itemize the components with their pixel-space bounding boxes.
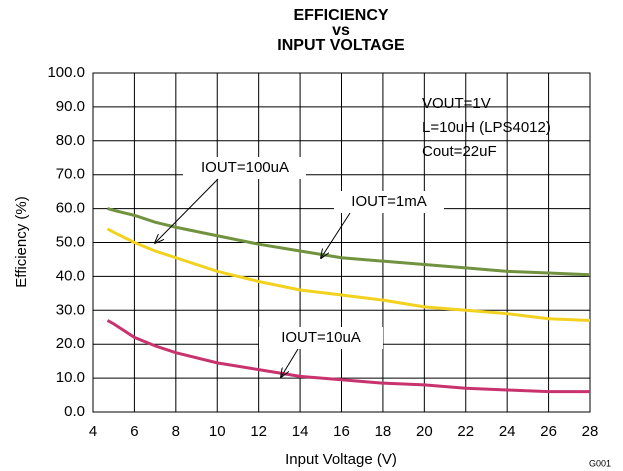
annotation-box <box>183 157 306 179</box>
chart-title: EFFICIENCY <box>293 7 388 24</box>
annotation-arrow <box>321 212 351 258</box>
chart-title: vs <box>332 22 350 39</box>
annotation: IOUT=10uA <box>281 329 361 346</box>
x-tick-label: 28 <box>582 423 599 440</box>
series-line <box>106 227 591 322</box>
x-tick-label: 12 <box>250 423 267 440</box>
y-tick-label: 80.0 <box>56 132 85 149</box>
y-tick-label: 100.0 <box>47 64 85 81</box>
y-tick-label: 20.0 <box>56 335 85 352</box>
y-tick-label: 30.0 <box>56 301 85 318</box>
condition: L=10uH (LPS4012) <box>422 119 551 136</box>
x-tick-label: 8 <box>172 423 180 440</box>
x-tick-label: 4 <box>89 423 97 440</box>
x-tick-label: 10 <box>209 423 226 440</box>
y-axis-label: Efficiency (%) <box>13 196 30 287</box>
x-tick-label: 18 <box>375 423 392 440</box>
x-tick-label: 20 <box>416 423 433 440</box>
annotation-box <box>334 191 444 213</box>
y-tick-label: 90.0 <box>56 98 85 115</box>
x-tick-label: 24 <box>499 423 516 440</box>
annotation: IOUT=1mA <box>351 193 426 210</box>
annotation-arrow <box>281 348 299 377</box>
y-tick-label: 0.0 <box>64 403 85 420</box>
condition: Cout=22uF <box>422 143 497 160</box>
x-tick-label: 14 <box>292 423 309 440</box>
annotation: IOUT=100uA <box>201 159 289 176</box>
chart-title: INPUT VOLTAGE <box>277 37 405 54</box>
plot-frame <box>92 72 591 413</box>
x-tick-label: 22 <box>457 423 474 440</box>
annotation-box <box>259 327 383 349</box>
condition: VOUT=1V <box>422 95 491 112</box>
y-tick-label: 10.0 <box>56 369 85 386</box>
figure-id: G001 <box>589 458 611 468</box>
y-tick-label: 60.0 <box>56 200 85 217</box>
annotation-arrow <box>155 178 219 243</box>
x-axis-label: Input Voltage (V) <box>285 451 397 468</box>
series-line <box>107 207 591 277</box>
y-tick-label: 70.0 <box>56 166 85 183</box>
x-tick-label: 16 <box>333 423 350 440</box>
y-tick-label: 40.0 <box>56 267 85 284</box>
series-line <box>106 319 590 394</box>
x-tick-label: 6 <box>130 423 138 440</box>
y-tick-label: 50.0 <box>56 233 85 250</box>
x-tick-label: 26 <box>540 423 557 440</box>
